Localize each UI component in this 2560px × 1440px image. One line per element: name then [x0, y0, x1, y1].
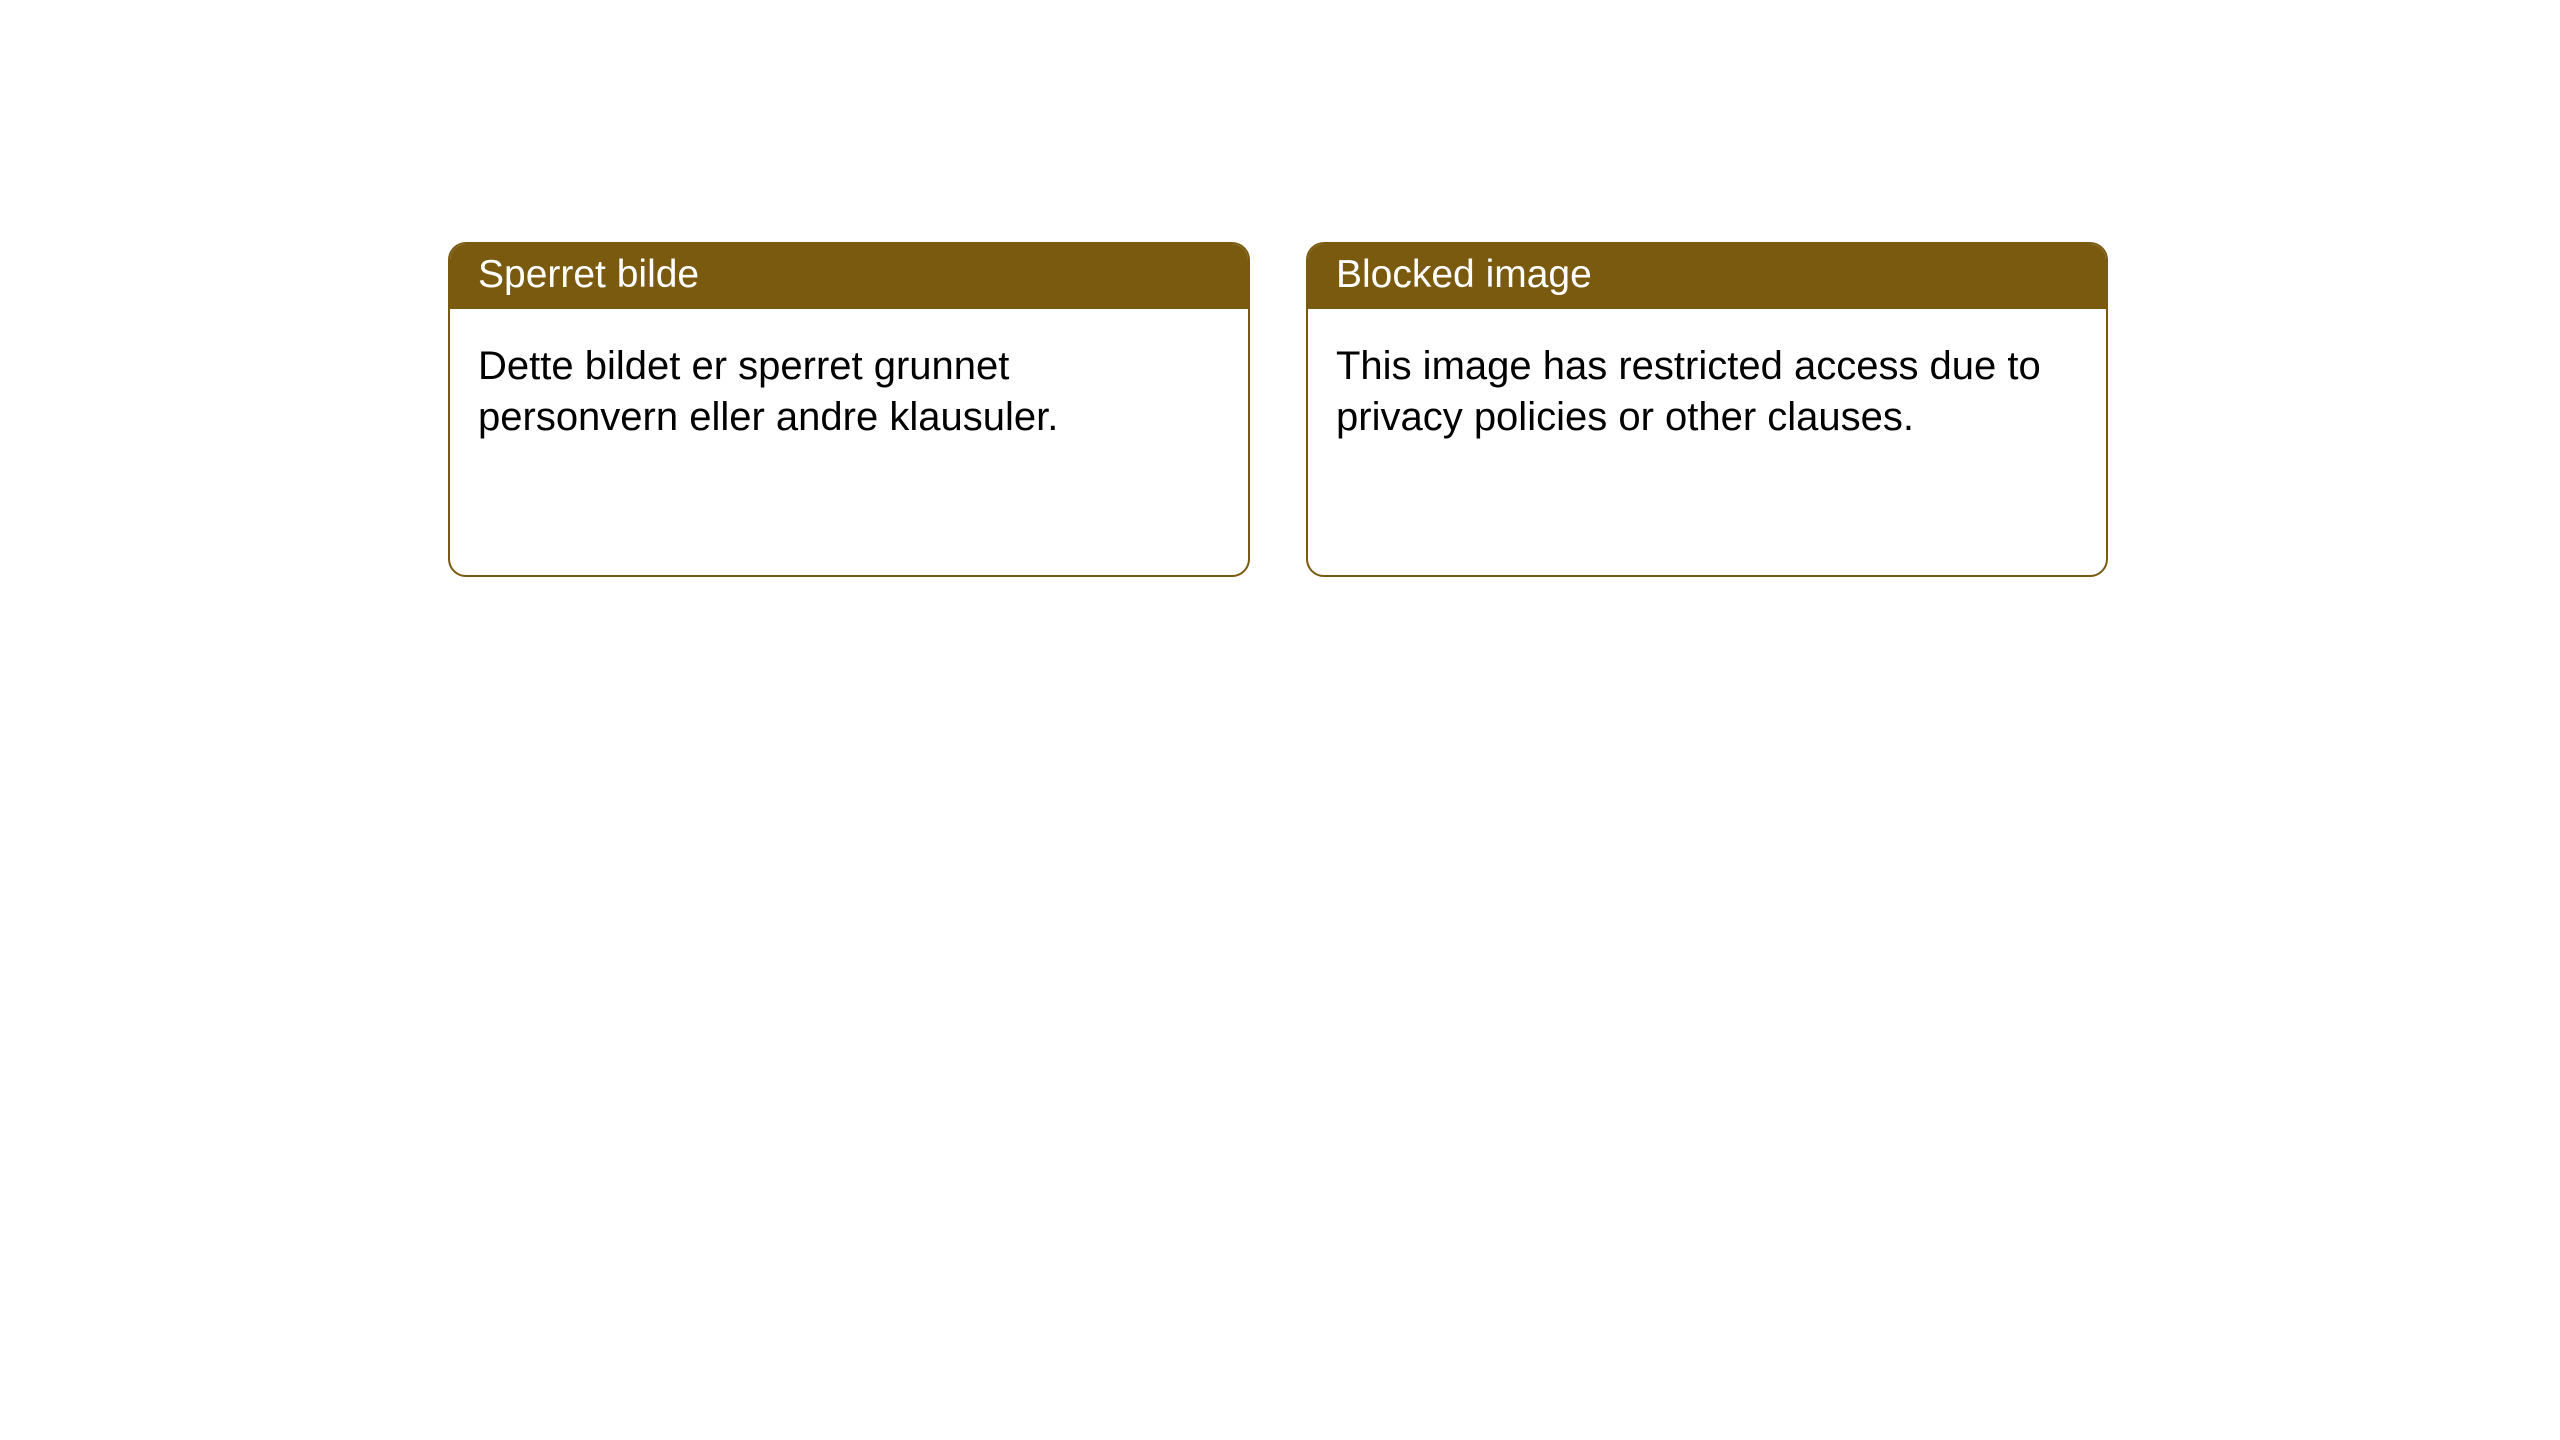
card-header-english: Blocked image [1308, 244, 2106, 309]
blocked-image-card-norwegian: Sperret bilde Dette bildet er sperret gr… [448, 242, 1250, 577]
card-header-norwegian: Sperret bilde [450, 244, 1248, 309]
blocked-image-cards-container: Sperret bilde Dette bildet er sperret gr… [448, 242, 2108, 577]
card-body-english: This image has restricted access due to … [1308, 309, 2106, 475]
card-body-norwegian: Dette bildet er sperret grunnet personve… [450, 309, 1248, 475]
blocked-image-card-english: Blocked image This image has restricted … [1306, 242, 2108, 577]
